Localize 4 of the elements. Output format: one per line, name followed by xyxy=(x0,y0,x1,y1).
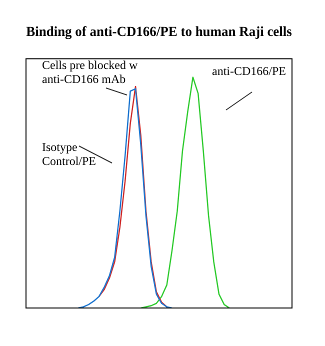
series-label: anti-CD166/PE xyxy=(212,64,286,78)
chart-title: Binding of anti-CD166/PE to human Raji cells xyxy=(26,24,293,40)
text: Isotype Control/PE xyxy=(42,140,96,168)
series-label: Cells pre blocked w anti-CD166 mAb xyxy=(42,58,138,86)
